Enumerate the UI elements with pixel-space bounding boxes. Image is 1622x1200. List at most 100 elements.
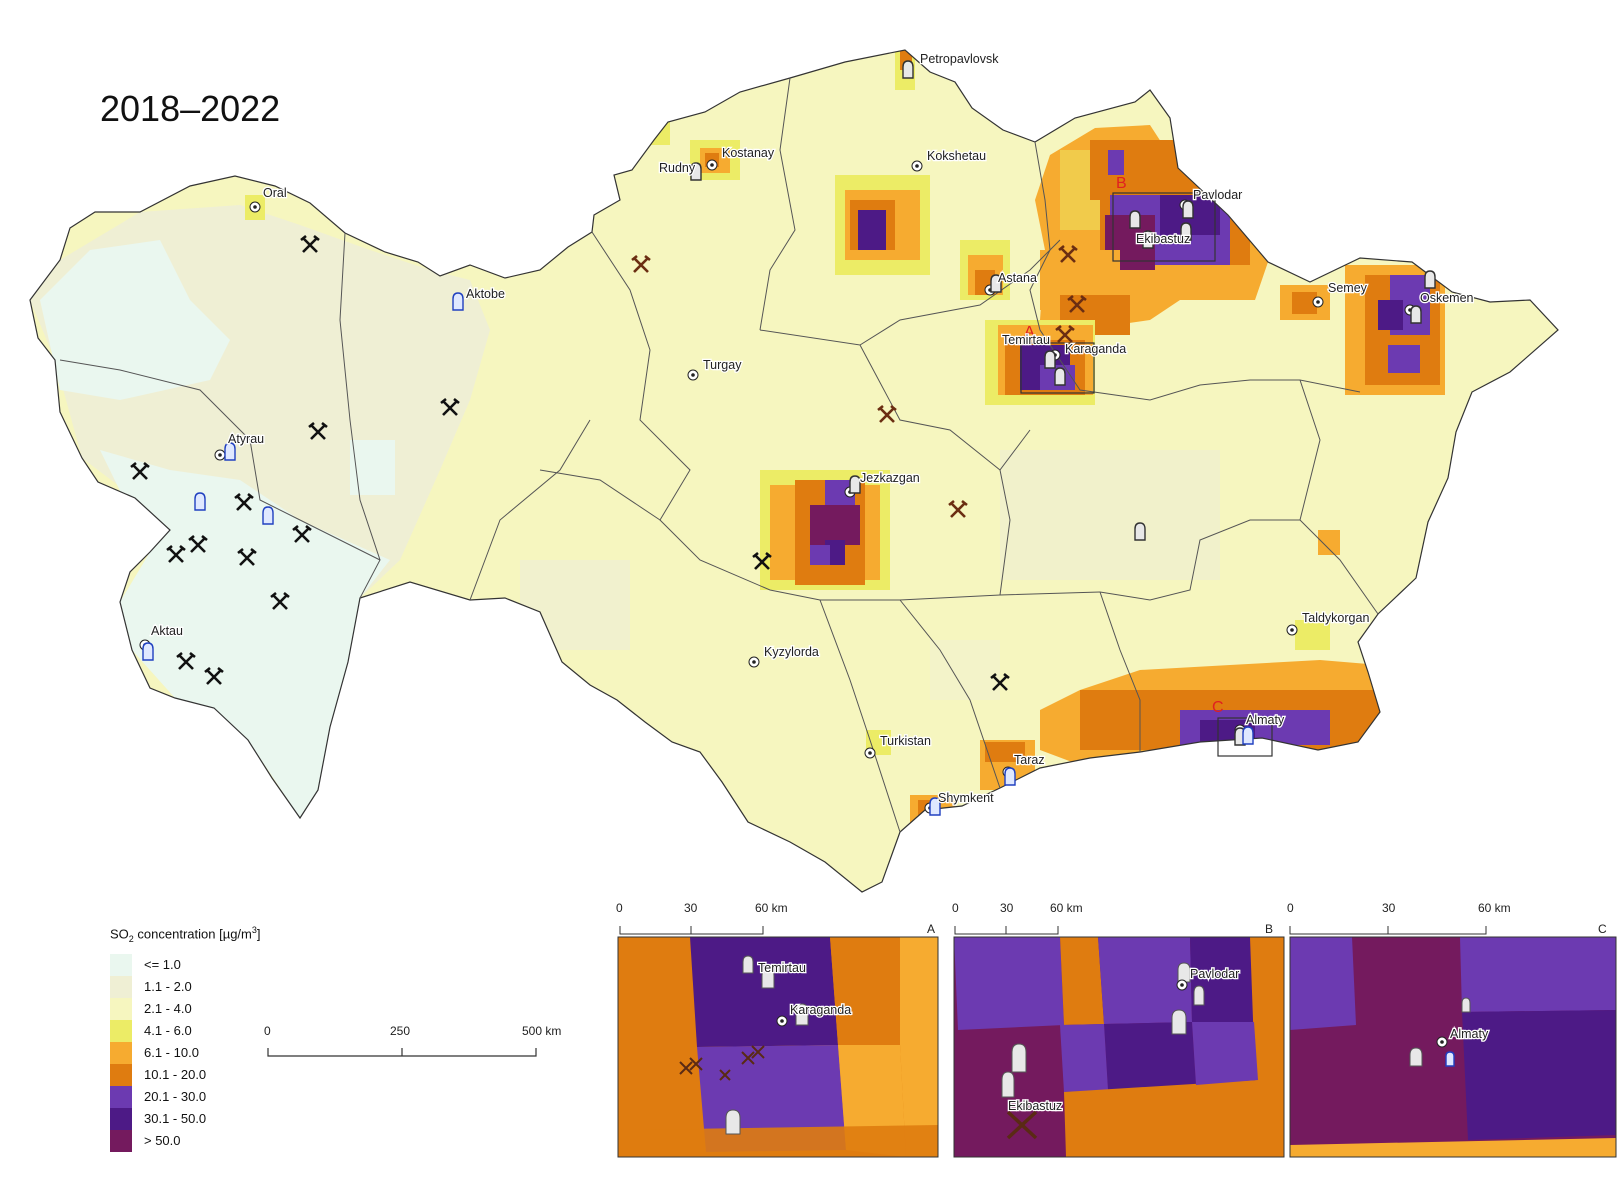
- inset-marker-a: A: [1024, 324, 1035, 341]
- city-center-dot: [710, 163, 714, 167]
- inset-b-scale-30: 30: [1000, 901, 1014, 915]
- city-labels: Petropavlovsk Kostanay Rudny Kokshetau Oral P…: [150, 51, 1475, 807]
- power-plant-icon: [1424, 270, 1436, 289]
- oil-refinery-icon: [1242, 726, 1254, 745]
- mine-icon: [1058, 244, 1078, 263]
- power-plant-icon: [742, 955, 754, 974]
- inset-a-label-temirtau: Temirtau: [758, 961, 806, 975]
- legend-swatch: [110, 975, 132, 998]
- city-label-semey: Semey: [1328, 281, 1368, 295]
- inset-extent-boxes: [1020, 192, 1273, 757]
- legend-label: 1.1 - 2.0: [144, 979, 192, 995]
- power-plant-icon: [1001, 1071, 1015, 1098]
- city-label-temirtau: Temirtau: [1002, 333, 1050, 347]
- oil-refinery-icon: [452, 292, 464, 311]
- power-plant-icon: [1193, 985, 1205, 1006]
- mine-icon: [1006, 1110, 1038, 1140]
- legend-swatch: [110, 1129, 132, 1152]
- power-plant-icon: [1011, 1043, 1027, 1073]
- city-label-ekibastuz: Ekibastuz: [1136, 232, 1190, 246]
- power-plant-icon: [990, 274, 1002, 293]
- power-plant-icon: [1180, 222, 1192, 241]
- legend-item: 4.1 - 6.0: [110, 1019, 261, 1042]
- mine-icon: [237, 547, 257, 566]
- legend-item: <= 1.0: [110, 953, 261, 976]
- oil-refinery-icon: [224, 442, 236, 461]
- city-center-dot: [218, 453, 222, 457]
- city-label-aktobe: Aktobe: [466, 287, 505, 301]
- legend-label: > 50.0: [144, 1133, 181, 1149]
- legend-swatch: [110, 997, 132, 1020]
- period-title: 2018–2022: [100, 88, 281, 129]
- legend-item: 6.1 - 10.0: [110, 1041, 261, 1064]
- legend-swatch: [110, 953, 132, 976]
- inset-a-label-karaganda: Karaganda: [790, 1003, 851, 1017]
- city-label-petropavlovsk: Petropavlovsk: [920, 52, 999, 66]
- inset-c: C 0 30 60 km Almaty: [1287, 901, 1617, 1158]
- scale-label-0: 0: [264, 1024, 271, 1038]
- mine-icon: [130, 461, 150, 480]
- power-plant-icon: [1134, 522, 1146, 541]
- inset-b-extent: [1112, 192, 1216, 262]
- oil-refinery-icon: [262, 506, 274, 525]
- mine-icon: [679, 1045, 765, 1081]
- legend-label: 2.1 - 4.0: [144, 1001, 192, 1017]
- power-plant-icon: [690, 162, 702, 181]
- city-label-rudny: Rudny: [659, 161, 696, 175]
- inset-a: A 0 30 60 km Temirtau Karaganda: [616, 901, 939, 1158]
- city-label-kostanay: Kostanay: [722, 146, 775, 160]
- legend-title-sup: 3: [251, 925, 257, 935]
- mine-icon: [948, 499, 968, 518]
- power-plant-icon: [795, 1003, 809, 1026]
- oil-refinery-icon: [1445, 1051, 1455, 1067]
- legend-title-suffix: concentration [µg/m: [133, 926, 252, 942]
- mine-icon: [1055, 324, 1075, 343]
- city-label-oral: Oral: [263, 186, 287, 200]
- mine-icons: [130, 234, 1087, 691]
- legend-item: 10.1 - 20.0: [110, 1063, 261, 1086]
- city-center-dot: [868, 751, 872, 755]
- city-label-turkistan: Turkistan: [880, 734, 931, 748]
- legend-label: <= 1.0: [144, 957, 181, 973]
- power-plant-icon: [1182, 200, 1194, 219]
- city-label-turgay: Turgay: [703, 358, 742, 372]
- mine-icon: [188, 534, 208, 553]
- legend-swatch: [110, 1063, 132, 1086]
- legend-item: 1.1 - 2.0: [110, 975, 261, 998]
- inset-c-scale-60: 60 km: [1478, 901, 1511, 915]
- legend-title: SO2 concentration [µg/m3]: [110, 925, 261, 944]
- inset-c-scale-30: 30: [1382, 901, 1396, 915]
- inset-c-extent: [1217, 717, 1273, 757]
- main-scale-bar: 0 250 500 km: [264, 1024, 561, 1057]
- inset-c-letter: C: [1598, 922, 1607, 936]
- region-boundaries: [29, 49, 1559, 893]
- mine-icon: [204, 666, 224, 685]
- inset-b-label-pavlodar: Pavlodar: [1190, 967, 1239, 981]
- mine-icon: [166, 544, 186, 563]
- oil-refinery-icon: [929, 797, 941, 816]
- legend-label: 6.1 - 10.0: [144, 1045, 199, 1061]
- legend-title-sub: 2: [128, 933, 134, 944]
- power-plant-icon: [725, 1109, 741, 1135]
- legend: SO2 concentration [µg/m3] <= 1.0 1.1 - 2.…: [110, 925, 261, 1152]
- mine-icon: [631, 254, 651, 273]
- oil-refinery-icon: [194, 492, 206, 511]
- power-plant-icon: [1410, 305, 1422, 324]
- city-label-aktau: Aktau: [151, 624, 183, 638]
- legend-swatch: [110, 1107, 132, 1130]
- inset-b-label-ekibastuz: Ekibastuz: [1008, 1099, 1062, 1113]
- legend-title-prefix: SO: [110, 926, 129, 942]
- city-label-atyrau: Atyrau: [228, 432, 264, 446]
- mine-icon: [308, 421, 328, 440]
- power-plant-icon: [1054, 367, 1066, 386]
- inset-b: B 0 30 60 km Pavlodar Ekibastuz: [952, 901, 1285, 1158]
- inset-marker-b: B: [1116, 175, 1127, 192]
- inset-c-scale-0: 0: [1287, 901, 1294, 915]
- scale-label-500: 500 km: [522, 1024, 561, 1038]
- city-label-astana: Astana: [998, 271, 1037, 285]
- legend-item: 30.1 - 50.0: [110, 1107, 261, 1130]
- inset-b-scale-0: 0: [952, 901, 959, 915]
- power-plant-icon: [761, 967, 775, 989]
